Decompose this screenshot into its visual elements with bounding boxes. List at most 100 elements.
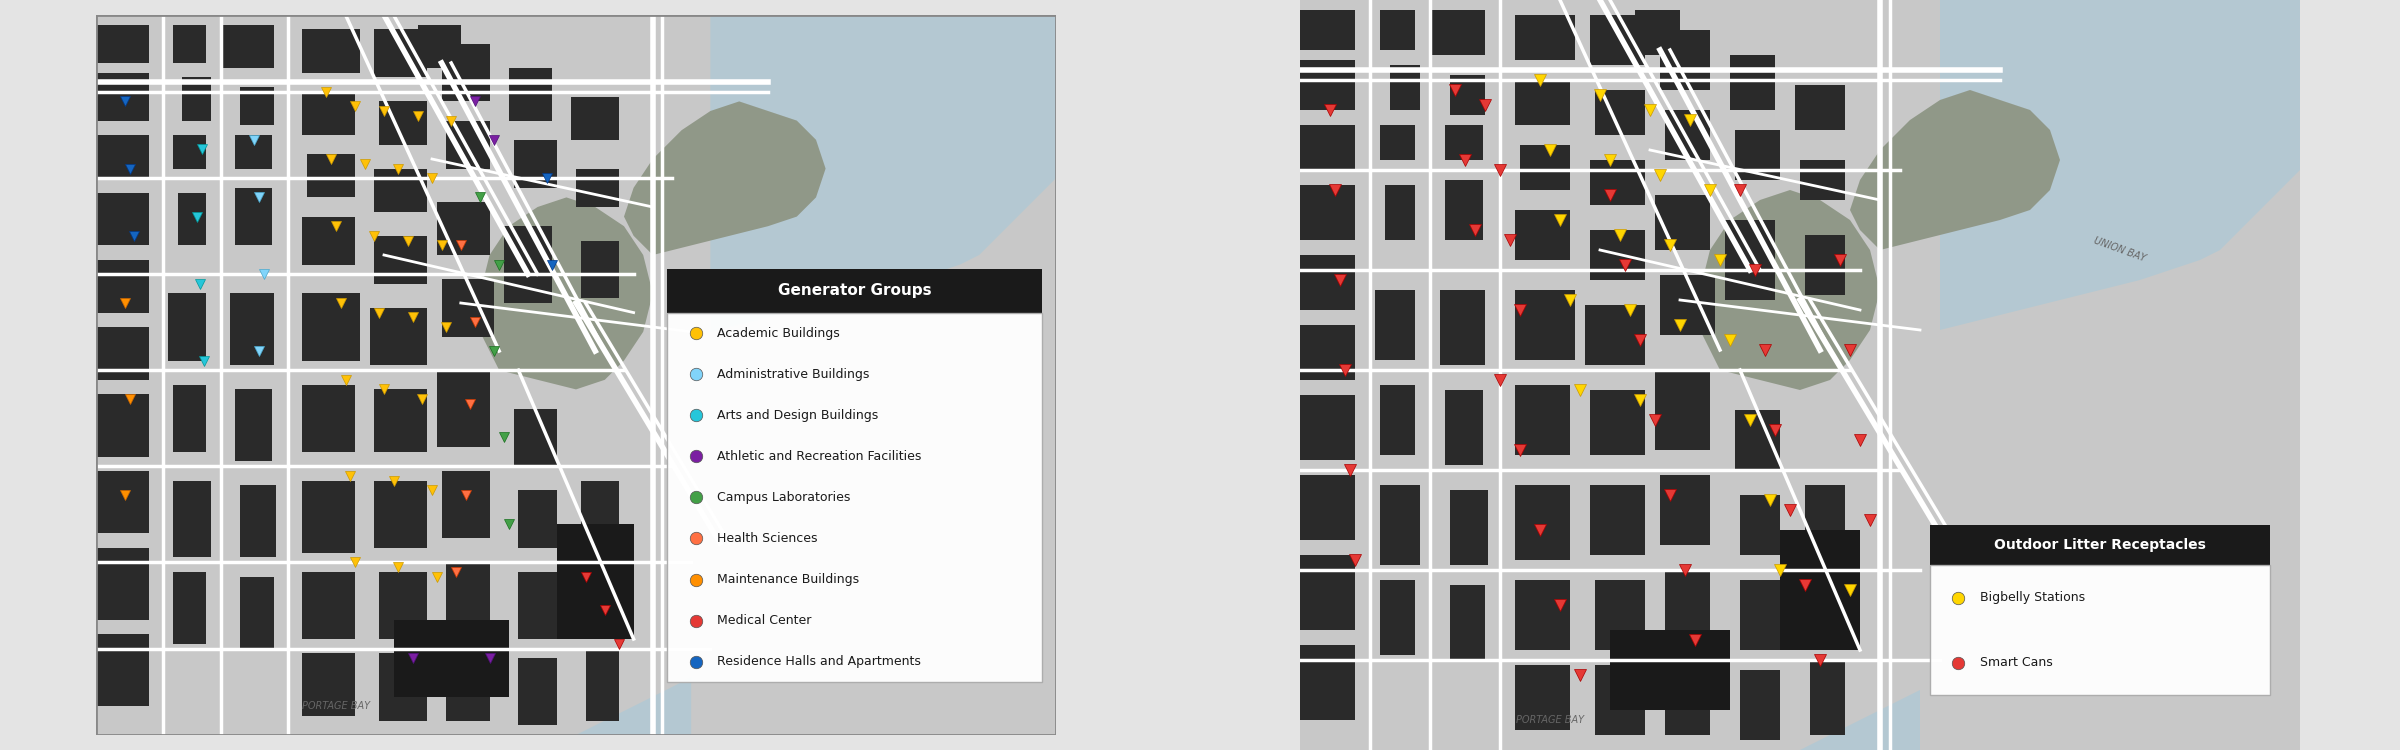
Bar: [1591, 15, 1644, 65]
Bar: [96, 548, 149, 620]
Text: Bigbelly Stations: Bigbelly Stations: [1980, 591, 2086, 604]
Text: Academic Buildings: Academic Buildings: [718, 327, 840, 340]
Text: Athletic and Recreation Facilities: Athletic and Recreation Facilities: [718, 450, 922, 463]
Bar: [235, 188, 271, 245]
Bar: [1740, 670, 1781, 740]
Text: Arts and Design Buildings: Arts and Design Buildings: [718, 409, 878, 422]
Bar: [178, 193, 206, 245]
Bar: [1730, 55, 1776, 110]
Bar: [418, 25, 461, 68]
Bar: [302, 29, 360, 73]
Bar: [1514, 485, 1570, 560]
Bar: [1610, 630, 1730, 710]
Polygon shape: [1850, 90, 2059, 250]
Bar: [1440, 290, 1486, 365]
Bar: [1800, 160, 1846, 200]
Bar: [96, 25, 149, 63]
Bar: [1810, 660, 1846, 735]
Text: Outdoor Litter Receptacles: Outdoor Litter Receptacles: [1994, 538, 2206, 552]
Text: Residence Halls and Apartments: Residence Halls and Apartments: [718, 656, 922, 668]
Bar: [1591, 390, 1644, 455]
Bar: [1740, 495, 1781, 555]
Bar: [1301, 60, 1356, 110]
Bar: [96, 135, 149, 178]
Bar: [442, 44, 490, 101]
Bar: [1380, 580, 1416, 655]
Bar: [1301, 325, 1356, 380]
Polygon shape: [1699, 190, 1879, 390]
Bar: [302, 572, 355, 639]
Bar: [1740, 580, 1781, 650]
Bar: [1634, 10, 1680, 55]
Text: Maintenance Buildings: Maintenance Buildings: [718, 573, 859, 586]
Bar: [96, 73, 149, 121]
Bar: [1301, 10, 1356, 50]
Bar: [1301, 555, 1356, 630]
Bar: [1661, 475, 1709, 545]
Bar: [302, 481, 355, 553]
Bar: [581, 481, 619, 543]
Text: Medical Center: Medical Center: [718, 614, 811, 627]
Bar: [96, 260, 149, 313]
Bar: [437, 370, 490, 447]
Bar: [1450, 490, 1488, 565]
Bar: [173, 385, 206, 452]
Bar: [1445, 125, 1483, 160]
Bar: [518, 490, 557, 548]
Bar: [446, 121, 490, 169]
Bar: [1445, 180, 1483, 240]
Bar: [1514, 15, 1574, 60]
Bar: [446, 562, 490, 629]
Bar: [96, 634, 149, 706]
Bar: [379, 572, 427, 639]
Bar: [1430, 10, 1486, 55]
Bar: [1514, 290, 1574, 360]
Bar: [1380, 385, 1416, 455]
Bar: [379, 653, 427, 721]
Bar: [1596, 90, 1644, 135]
Bar: [307, 154, 355, 197]
Bar: [1514, 665, 1570, 730]
Bar: [96, 327, 149, 380]
Bar: [1596, 665, 1644, 735]
Polygon shape: [480, 197, 653, 389]
Bar: [1519, 145, 1570, 190]
Bar: [1301, 125, 1356, 170]
Bar: [586, 567, 624, 629]
Bar: [173, 135, 206, 169]
Bar: [1301, 475, 1356, 540]
Bar: [1805, 235, 1846, 295]
Text: UNION BAY: UNION BAY: [2093, 236, 2148, 264]
Bar: [504, 226, 552, 303]
Bar: [235, 389, 271, 461]
Bar: [586, 649, 619, 721]
Bar: [1450, 75, 1486, 115]
Bar: [240, 485, 276, 557]
Bar: [1514, 385, 1570, 455]
Bar: [374, 29, 427, 77]
Bar: [374, 169, 427, 211]
Bar: [1726, 220, 1776, 300]
Bar: [1301, 255, 1356, 310]
Bar: [442, 471, 490, 538]
Bar: [514, 140, 557, 188]
Bar: [1450, 585, 1486, 660]
Bar: [302, 293, 360, 361]
Bar: [1514, 210, 1570, 260]
Bar: [518, 658, 557, 725]
Bar: [667, 269, 1042, 313]
Bar: [557, 524, 634, 639]
Bar: [1301, 185, 1356, 240]
Bar: [96, 394, 149, 457]
Bar: [1375, 290, 1416, 360]
Bar: [394, 620, 509, 697]
Text: Campus Laboratories: Campus Laboratories: [718, 491, 850, 504]
Bar: [1656, 370, 1709, 450]
Bar: [518, 572, 557, 639]
Polygon shape: [624, 101, 826, 255]
Bar: [374, 481, 427, 548]
Bar: [1591, 485, 1644, 555]
Bar: [1930, 565, 2270, 695]
Text: PORTAGE BAY: PORTAGE BAY: [302, 701, 370, 711]
Bar: [1385, 185, 1416, 240]
